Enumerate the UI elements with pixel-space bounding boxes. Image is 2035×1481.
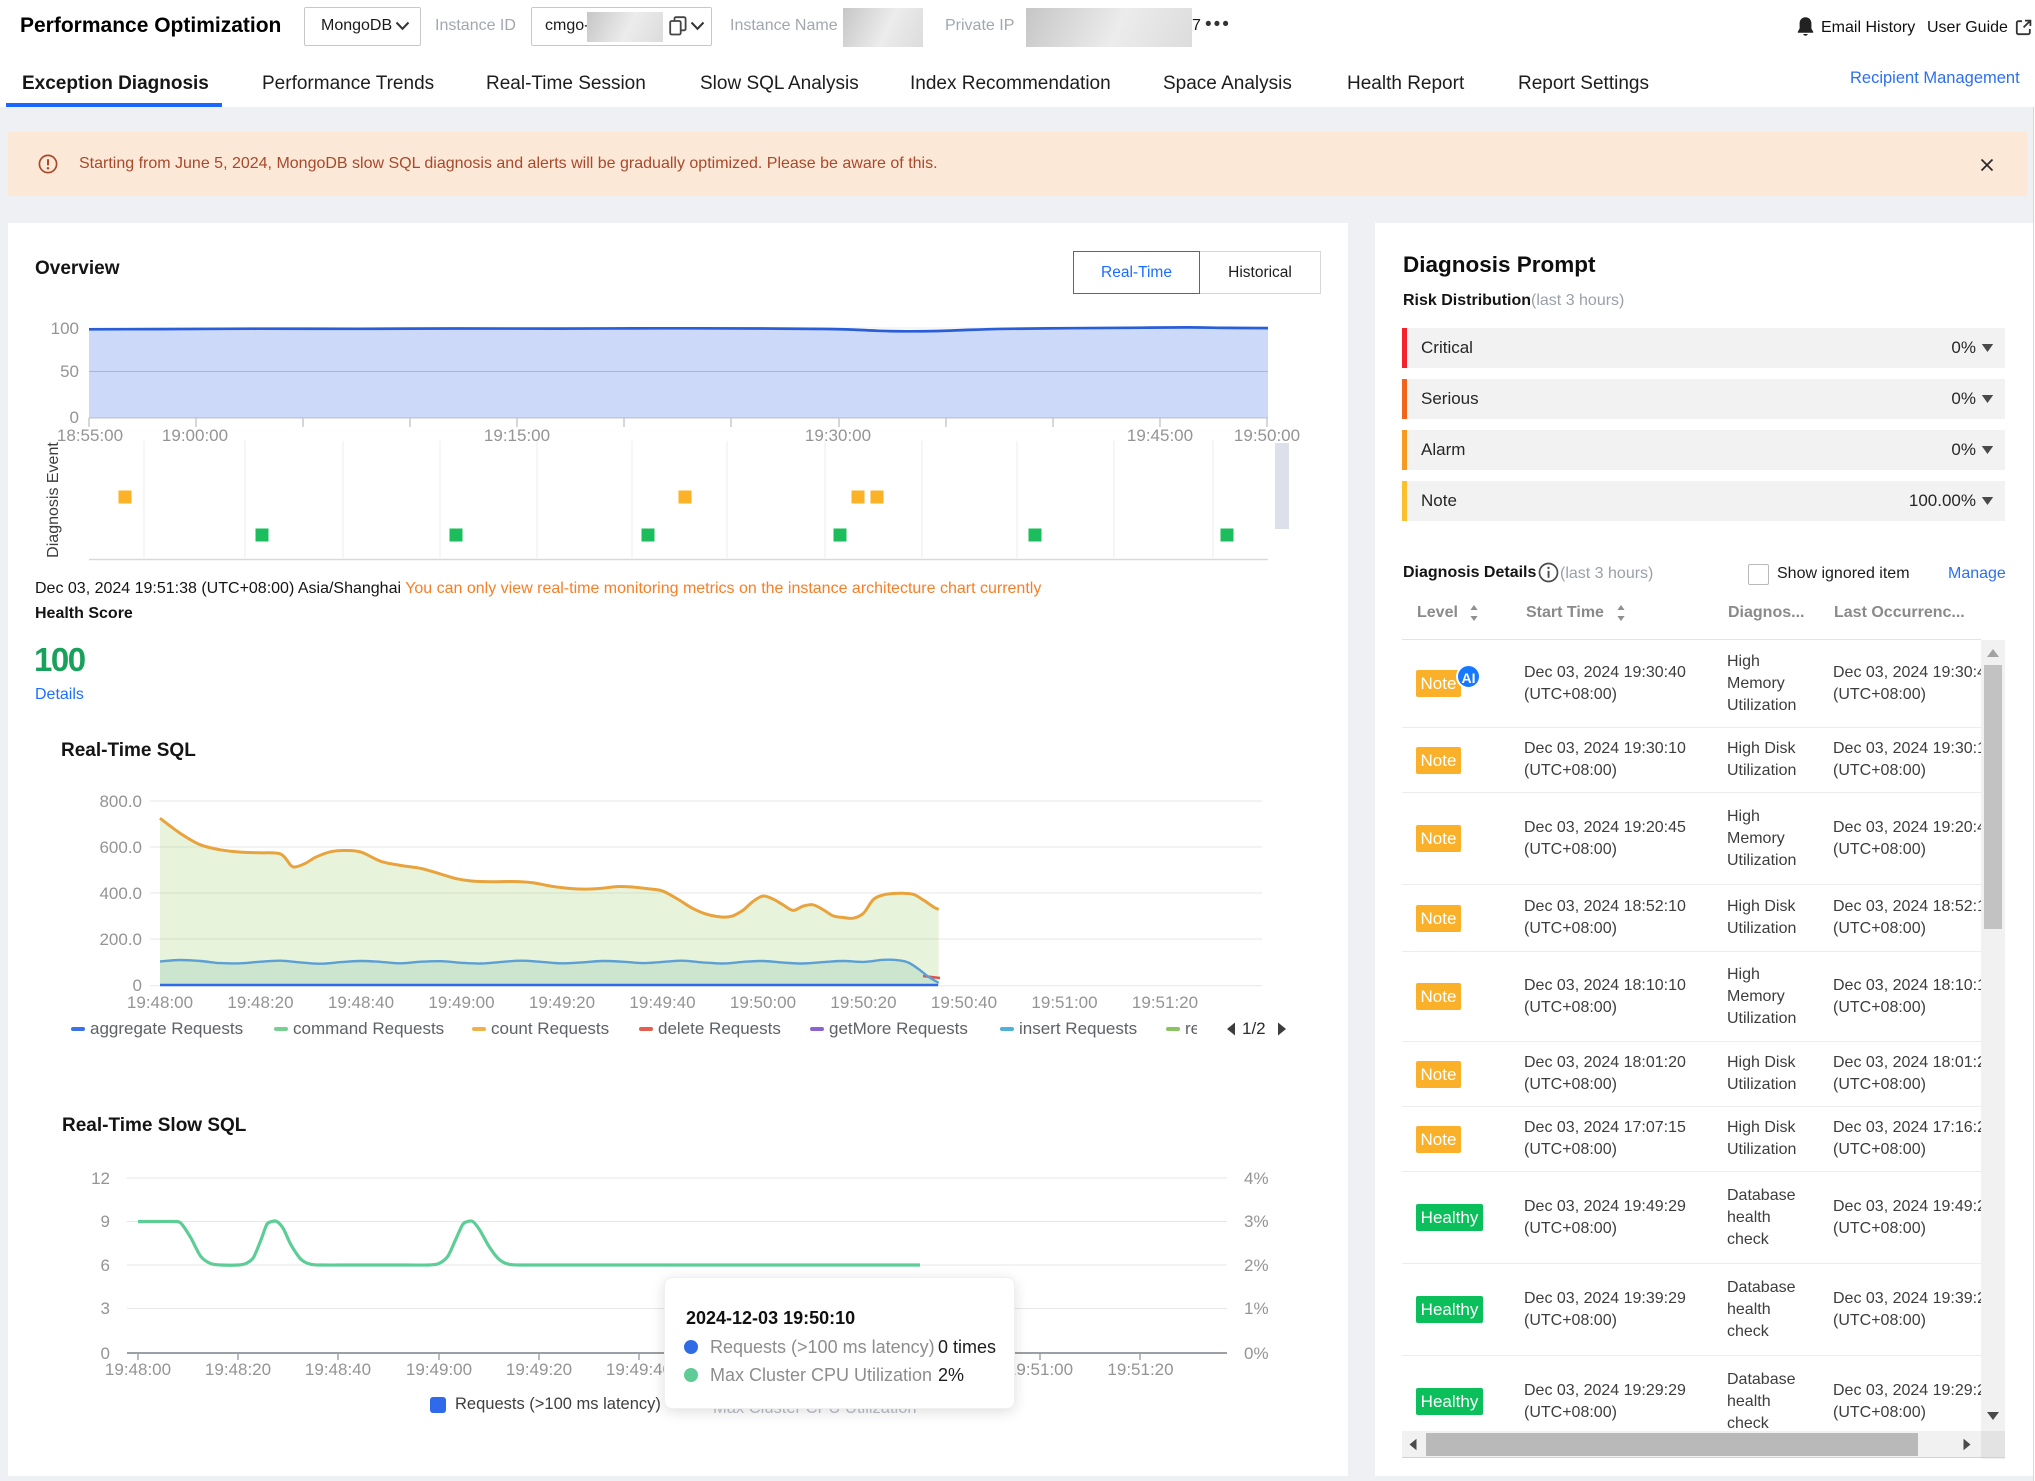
svg-text:19:51:20: 19:51:20: [1107, 1360, 1173, 1379]
svg-text:19:48:00: 19:48:00: [127, 993, 193, 1012]
svg-text:19:49:20: 19:49:20: [506, 1360, 572, 1379]
svg-text:19:48:00: 19:48:00: [105, 1360, 171, 1379]
svg-text:0: 0: [70, 408, 79, 427]
svg-text:19:49:40: 19:49:40: [629, 993, 695, 1012]
svg-text:19:48:20: 19:48:20: [227, 993, 293, 1012]
svg-text:19:49:40: 19:49:40: [606, 1360, 672, 1379]
svg-text:19:48:40: 19:48:40: [305, 1360, 371, 1379]
svg-text:6: 6: [101, 1256, 110, 1275]
svg-text:19:15:00: 19:15:00: [484, 426, 550, 445]
svg-text:600.0: 600.0: [99, 838, 142, 857]
svg-text:400.0: 400.0: [99, 884, 142, 903]
svg-text:19:51:20: 19:51:20: [1132, 993, 1198, 1012]
svg-text:3%: 3%: [1244, 1212, 1269, 1231]
svg-text:1%: 1%: [1244, 1299, 1269, 1318]
svg-text:19:49:00: 19:49:00: [428, 993, 494, 1012]
svg-text:19:00:00: 19:00:00: [162, 426, 228, 445]
svg-text:19:51:00: 19:51:00: [1007, 1360, 1073, 1379]
svg-text:19:48:20: 19:48:20: [205, 1360, 271, 1379]
svg-text:9: 9: [101, 1212, 110, 1231]
svg-text:18:55:00: 18:55:00: [57, 426, 123, 445]
svg-text:800.0: 800.0: [99, 792, 142, 811]
svg-text:19:49:20: 19:49:20: [529, 993, 595, 1012]
svg-text:19:50:00: 19:50:00: [1234, 426, 1300, 445]
svg-text:200.0: 200.0: [99, 930, 142, 949]
svg-text:0%: 0%: [1244, 1344, 1269, 1363]
svg-text:19:48:40: 19:48:40: [328, 993, 394, 1012]
svg-text:19:50:20: 19:50:20: [830, 993, 896, 1012]
svg-text:0: 0: [133, 976, 142, 995]
svg-text:0: 0: [101, 1344, 110, 1363]
svg-text:19:50:40: 19:50:40: [931, 993, 997, 1012]
svg-text:2%: 2%: [1244, 1256, 1269, 1275]
svg-text:Diagnosis Event: Diagnosis Event: [45, 442, 62, 558]
svg-text:4%: 4%: [1244, 1169, 1269, 1188]
svg-text:19:51:00: 19:51:00: [1031, 993, 1097, 1012]
svg-text:3: 3: [101, 1299, 110, 1318]
svg-text:12: 12: [91, 1169, 110, 1188]
svg-text:19:50:00: 19:50:00: [730, 993, 796, 1012]
svg-text:50: 50: [60, 362, 79, 381]
svg-text:19:30:00: 19:30:00: [805, 426, 871, 445]
svg-text:19:45:00: 19:45:00: [1127, 426, 1193, 445]
svg-text:19:49:00: 19:49:00: [406, 1360, 472, 1379]
svg-text:100: 100: [51, 319, 79, 338]
